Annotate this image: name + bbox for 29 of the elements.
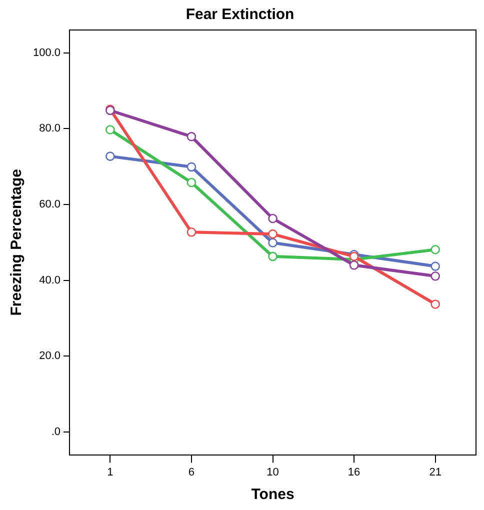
point — [268, 238, 278, 248]
point — [268, 214, 278, 224]
point — [186, 162, 196, 172]
point — [268, 252, 278, 262]
y-tick-label: 80.0 — [39, 122, 61, 135]
x-tick-label: 1 — [107, 466, 114, 478]
point — [430, 244, 440, 254]
x-axis-title: Tones — [251, 486, 294, 504]
x-tick-label: 10 — [266, 466, 279, 478]
y-tick-label: 100.0 — [32, 46, 61, 59]
y-tick-label: 20.0 — [39, 350, 61, 362]
x-tick-label: 16 — [348, 466, 360, 478]
point — [430, 262, 440, 271]
y-axis-title: Freezing Percentage — [8, 169, 26, 316]
y-tick-label: .0 — [51, 426, 61, 438]
y-tick-label: 60.0 — [39, 198, 61, 211]
point — [430, 272, 440, 281]
point — [268, 229, 278, 239]
point — [430, 300, 440, 309]
point — [186, 228, 196, 237]
point — [106, 152, 115, 161]
point — [349, 260, 359, 270]
y-tick-label: 40.0 — [39, 274, 61, 286]
chart-title: Fear Extinction — [186, 6, 294, 24]
point — [106, 125, 115, 134]
point — [186, 178, 196, 188]
x-tick-label: 6 — [188, 466, 195, 478]
x-tick-label: 21 — [429, 466, 442, 478]
point — [186, 132, 196, 142]
